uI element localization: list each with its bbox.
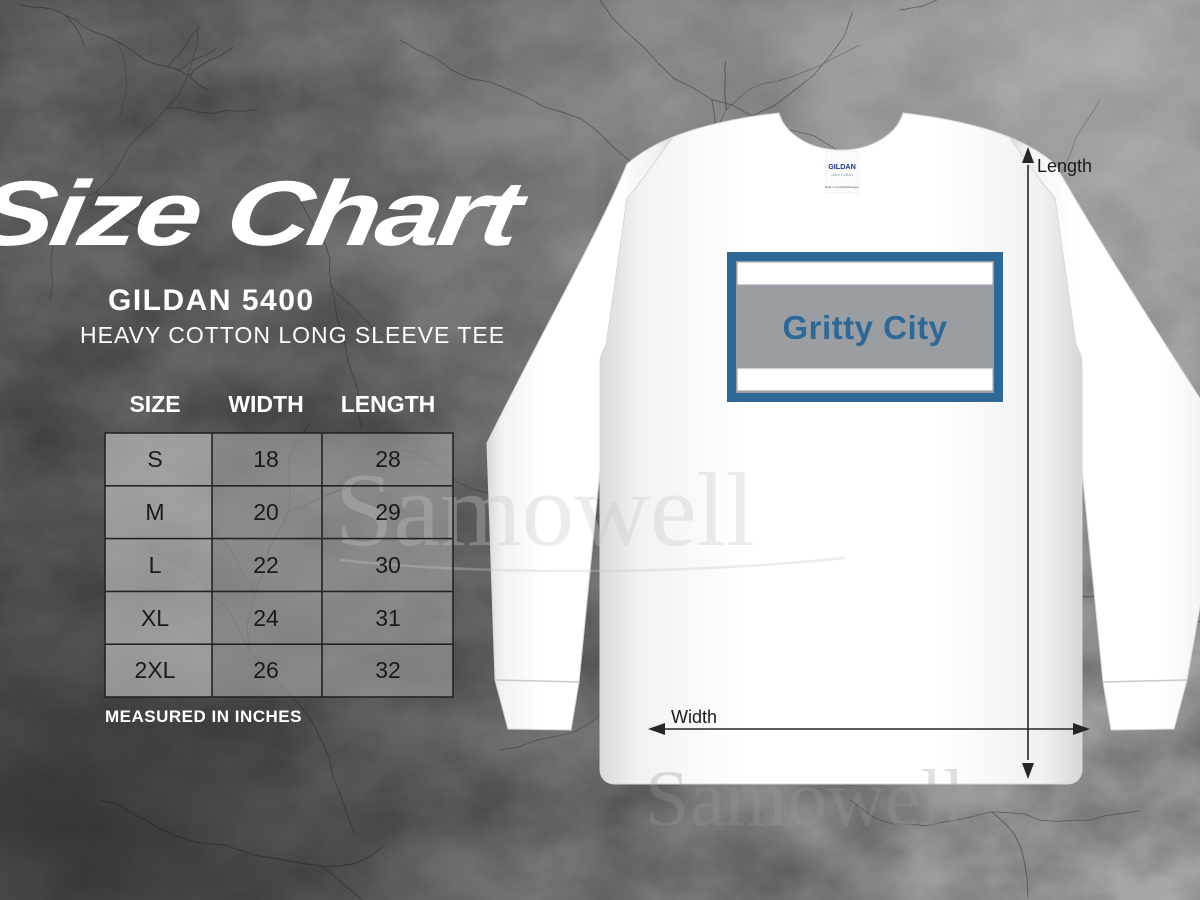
svg-text:XL: XL bbox=[141, 605, 169, 631]
svg-text:26: 26 bbox=[253, 657, 279, 683]
svg-text:28: 28 bbox=[375, 446, 401, 472]
svg-text:L: L bbox=[149, 552, 162, 578]
svg-text:M: M bbox=[145, 499, 164, 525]
svg-text:32: 32 bbox=[375, 657, 401, 683]
svg-text:18: 18 bbox=[253, 446, 279, 472]
svg-text:20: 20 bbox=[253, 499, 279, 525]
svg-text:24: 24 bbox=[253, 605, 279, 631]
svg-text:WIDTH: WIDTH bbox=[228, 391, 303, 417]
svg-text:29: 29 bbox=[375, 499, 401, 525]
svg-text:LENGTH: LENGTH bbox=[341, 391, 436, 417]
svg-text:MEASURED IN INCHES: MEASURED IN INCHES bbox=[105, 707, 302, 726]
svg-text:2XL: 2XL bbox=[135, 657, 176, 683]
svg-text:22: 22 bbox=[253, 552, 279, 578]
svg-text:30: 30 bbox=[375, 552, 401, 578]
svg-text:S: S bbox=[147, 446, 162, 472]
svg-text:SIZE: SIZE bbox=[129, 391, 180, 417]
svg-text:31: 31 bbox=[375, 605, 401, 631]
